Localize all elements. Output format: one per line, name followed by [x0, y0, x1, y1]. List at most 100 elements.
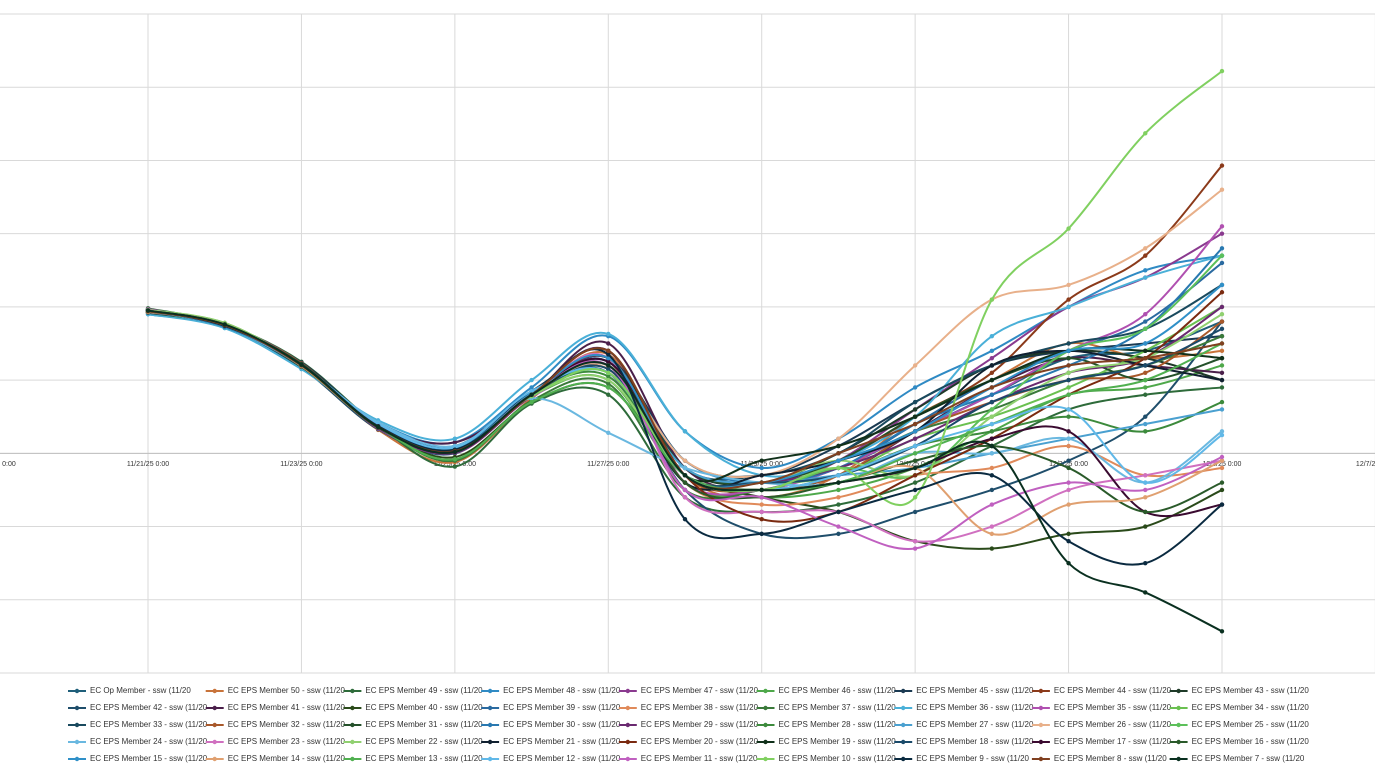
- point-marker: [606, 352, 611, 357]
- point-marker: [1066, 226, 1071, 231]
- point-marker: [452, 436, 458, 441]
- point-marker: [1219, 326, 1225, 332]
- legend: EC Op Member - ssw (11/20 EC EPS Member 5…: [68, 686, 1309, 763]
- point-marker: [1143, 348, 1148, 354]
- point-marker: [1219, 333, 1225, 339]
- point-marker: [1143, 355, 1148, 361]
- point-marker: [759, 458, 764, 463]
- legend-marker: [1038, 722, 1044, 728]
- point-marker: [1219, 432, 1225, 438]
- legend-label: EC EPS Member 39 - ssw (11/20: [503, 703, 621, 712]
- point-marker: [529, 385, 534, 390]
- x-tick-label: 12/5/25 0:00: [1203, 461, 1242, 468]
- legend-marker: [1038, 739, 1044, 745]
- legend-marker: [487, 722, 493, 728]
- point-marker: [1143, 275, 1148, 280]
- legend-label: EC EPS Member 9 - ssw (11/20: [916, 754, 1029, 763]
- legend-marker: [763, 756, 768, 762]
- point-marker: [1219, 68, 1225, 74]
- point-marker: [912, 480, 918, 485]
- legend-label: EC EPS Member 34 - ssw (11/20: [1192, 703, 1310, 712]
- legend-marker: [212, 756, 217, 762]
- legend-label: EC EPS Member 40 - ssw (11/20: [365, 703, 483, 712]
- series-line: [147, 308, 1223, 478]
- point-marker: [1066, 560, 1071, 566]
- point-marker: [1066, 458, 1071, 463]
- point-marker: [836, 473, 841, 478]
- legend-label: EC EPS Member 49 - ssw (11/20: [365, 686, 483, 695]
- point-marker: [1219, 231, 1225, 236]
- point-marker: [682, 487, 688, 493]
- legend-marker: [763, 705, 768, 711]
- legend-marker: [350, 739, 355, 745]
- legend-label: EC EPS Member 10 - ssw (11/20: [779, 754, 897, 763]
- legend-marker: [487, 739, 493, 745]
- legend-marker: [350, 688, 355, 694]
- legend-label: EC EPS Member 16 - ssw (11/20: [1192, 737, 1310, 746]
- point-marker: [606, 370, 611, 375]
- legend-marker: [625, 739, 630, 745]
- legend-marker: [1038, 756, 1044, 762]
- point-marker: [989, 348, 995, 354]
- legend-label: EC EPS Member 24 - ssw (11/20: [90, 737, 208, 746]
- point-marker: [606, 355, 611, 361]
- point-marker: [1219, 224, 1225, 229]
- point-marker: [1066, 282, 1071, 288]
- point-marker: [836, 436, 841, 441]
- point-marker: [912, 509, 918, 515]
- point-marker: [606, 385, 611, 390]
- point-marker: [759, 473, 764, 478]
- point-marker: [1219, 629, 1225, 634]
- point-marker: [912, 473, 918, 478]
- point-marker: [989, 355, 995, 361]
- point-marker: [1143, 246, 1148, 251]
- legend-marker: [901, 722, 906, 728]
- point-marker: [759, 480, 764, 485]
- legend-label: EC EPS Member 20 - ssw (11/20: [641, 737, 759, 746]
- legend-label: EC EPS Member 17 - ssw (11/20: [1054, 737, 1172, 746]
- point-marker: [682, 517, 688, 522]
- point-marker: [1219, 370, 1225, 375]
- point-marker: [1219, 377, 1225, 383]
- legend-marker: [74, 705, 80, 711]
- point-marker: [1143, 560, 1148, 566]
- legend-marker: [1176, 688, 1181, 694]
- point-marker: [1219, 385, 1225, 390]
- point-marker: [912, 487, 918, 493]
- legend-marker: [212, 688, 217, 694]
- legend-label: EC EPS Member 48 - ssw (11/20: [503, 686, 621, 695]
- point-marker: [1066, 348, 1071, 354]
- legend-marker: [625, 688, 630, 694]
- point-marker: [682, 495, 688, 500]
- point-marker: [452, 449, 458, 455]
- legend-label: EC EPS Member 27 - ssw (11/20: [916, 720, 1034, 729]
- point-marker: [1219, 458, 1225, 463]
- point-marker: [1066, 539, 1071, 544]
- point-marker: [1143, 487, 1148, 493]
- point-marker: [1219, 480, 1225, 485]
- legend-marker: [487, 705, 493, 711]
- legend-marker: [212, 739, 217, 745]
- legend-marker: [763, 722, 768, 728]
- legend-marker: [763, 739, 768, 745]
- series-line: [147, 188, 1223, 479]
- series-line: [147, 284, 1223, 489]
- series-line: [147, 164, 1223, 489]
- point-marker: [1066, 377, 1071, 383]
- point-marker: [912, 458, 918, 463]
- point-marker: [606, 331, 611, 337]
- point-marker: [989, 333, 995, 339]
- legend-marker: [487, 756, 493, 762]
- point-marker: [1143, 414, 1148, 419]
- legend-marker: [350, 722, 355, 728]
- point-marker: [1066, 414, 1071, 419]
- point-marker: [912, 421, 918, 427]
- legend-label: EC EPS Member 15 - ssw (11/20: [90, 754, 208, 763]
- point-marker: [989, 377, 995, 383]
- legend-label: EC EPS Member 19 - ssw (11/20: [779, 737, 897, 746]
- point-marker: [1143, 421, 1148, 427]
- point-marker: [1219, 290, 1225, 295]
- point-marker: [452, 464, 458, 469]
- point-marker: [1066, 385, 1071, 390]
- series-line: [147, 247, 1223, 484]
